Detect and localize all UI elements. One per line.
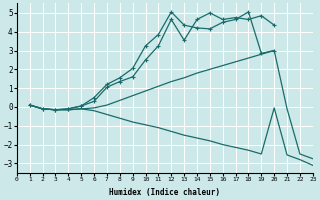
- X-axis label: Humidex (Indice chaleur): Humidex (Indice chaleur): [109, 188, 220, 197]
